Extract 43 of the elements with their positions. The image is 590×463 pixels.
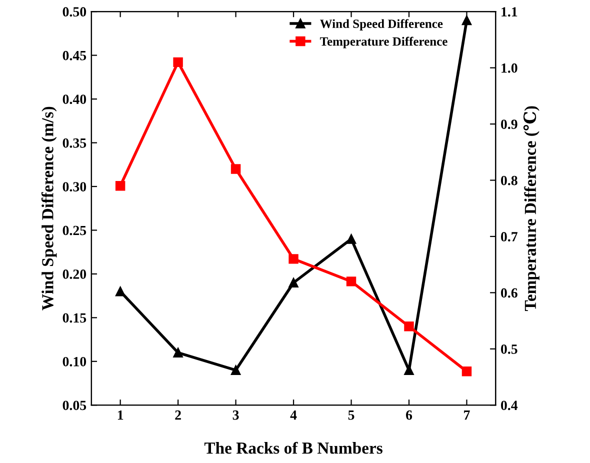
- y-tick-label: 0.45: [62, 50, 86, 60]
- x-tick-label: 1: [118, 410, 124, 420]
- point: [462, 366, 472, 376]
- point: [288, 254, 298, 264]
- y-tick-label: 0.50: [62, 7, 86, 17]
- y2-tick-label: 1.0: [502, 63, 518, 73]
- point: [462, 15, 472, 26]
- legend-label: Temperature Difference: [320, 36, 448, 48]
- x-tick-label: 6: [406, 410, 412, 420]
- y-tick-label: 0.30: [62, 182, 86, 192]
- y2-axis-title: Temperature Difference (℃): [523, 106, 540, 311]
- x-tick-label: 5: [348, 410, 354, 420]
- y-tick-label: 0.05: [62, 400, 86, 410]
- point: [173, 57, 183, 68]
- point: [115, 181, 126, 191]
- x-tick-label: 2: [175, 410, 181, 420]
- x-tick-label: 3: [232, 410, 239, 420]
- point: [346, 276, 356, 286]
- y2-tick-label: 0.8: [500, 176, 518, 186]
- y-tick-label: 0.20: [62, 270, 86, 279]
- y-tick-label: 0.40: [62, 94, 86, 104]
- legend-label: Wind Speed Difference: [320, 19, 443, 31]
- y-tick-label: 0.10: [62, 356, 86, 366]
- y2-tick-label: 0.7: [500, 232, 518, 242]
- y2-tick-label: 0.9: [500, 120, 518, 130]
- y-tick-label: 0.25: [62, 226, 86, 236]
- x-tick-label: 7: [464, 410, 470, 420]
- point: [404, 322, 414, 332]
- point: [346, 234, 356, 244]
- y2-tick-label: 0.4: [500, 400, 518, 410]
- y-tick-label: 0.35: [62, 138, 86, 148]
- point: [173, 348, 183, 358]
- point: [230, 164, 241, 174]
- point: [288, 278, 298, 288]
- y-tick-label: 0.15: [62, 313, 86, 323]
- y2-tick-label: 0.5: [500, 344, 518, 354]
- y2-tick-label: 1.1: [502, 7, 518, 17]
- y2-tick-label: 0.6: [500, 288, 518, 298]
- point: [115, 286, 126, 296]
- x-axis-title: The Racks of B Numbers: [204, 442, 382, 454]
- y-axis-title: Wind Speed Difference (m/s): [41, 106, 57, 310]
- x-tick-label: 4: [290, 410, 297, 420]
- point: [230, 365, 241, 376]
